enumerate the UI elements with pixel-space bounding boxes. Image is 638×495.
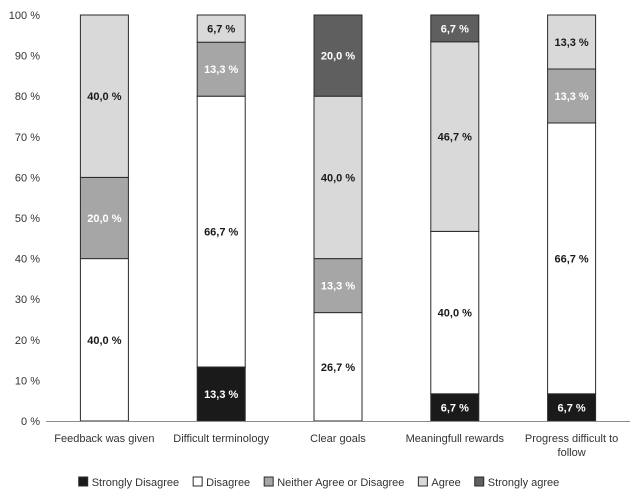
data-label: 6,7 %: [441, 23, 469, 35]
bar-segment: [547, 14, 597, 70]
bar-segment: [547, 393, 597, 422]
y-tick-label: 60 %: [15, 172, 40, 184]
y-tick-label: 10 %: [15, 375, 40, 387]
x-category-label: Meaningfull rewards: [406, 433, 505, 445]
data-label: 46,7 %: [438, 132, 472, 144]
bar-segment: [79, 14, 129, 178]
x-category-label: Difficult terminology: [173, 433, 269, 445]
legend-item: Strongly agree: [474, 476, 560, 489]
bar-segment: [196, 41, 246, 97]
y-axis: 0 % 10 % 20 % 30 % 40 % 50 % 60 % 70 % 80 % 90 % 1…: [9, 10, 40, 428]
bar-segment: [79, 176, 129, 260]
data-label: 20,0 %: [321, 51, 355, 63]
legend-swatch: [263, 476, 274, 487]
data-label: 40,0 %: [87, 335, 121, 347]
legend-label: Disagree: [206, 477, 250, 489]
bar-segment: [313, 14, 363, 97]
legend-label: Strongly agree: [488, 477, 560, 489]
y-tick-label: 80 %: [15, 91, 40, 103]
y-tick-label: 30 %: [15, 294, 40, 306]
data-label: 66,7 %: [554, 253, 588, 265]
data-label: 13,3 %: [554, 91, 588, 103]
data-label: 13,3 %: [204, 64, 238, 76]
bar-segment: [547, 122, 597, 395]
bar-segment: [79, 258, 129, 422]
y-tick-label: 70 %: [15, 132, 40, 144]
x-category-label: Progress difficult to: [525, 433, 618, 445]
bar-segment: [196, 366, 246, 422]
y-tick-label: 90 %: [15, 51, 40, 63]
x-category-label: Clear goals: [310, 433, 366, 445]
bar-segment: [430, 14, 480, 43]
bar-segment: [313, 312, 363, 422]
legend-swatch: [417, 476, 428, 487]
data-label: 13,3 %: [554, 37, 588, 49]
bar-segment: [196, 95, 246, 368]
x-category-label: follow: [558, 447, 586, 459]
data-label: 6,7 %: [558, 402, 586, 414]
x-category-label: Feedback was given: [54, 433, 154, 445]
y-tick-label: 0 %: [21, 416, 40, 428]
data-label: 13,3 %: [204, 389, 238, 401]
data-label: 40,0 %: [87, 91, 121, 103]
bar-segment: [430, 230, 480, 395]
data-label: 20,0 %: [87, 213, 121, 225]
data-label: 66,7 %: [204, 227, 238, 239]
x-axis: Feedback was given Difficult terminology C…: [46, 421, 630, 459]
bar-segment: [547, 68, 597, 124]
bar-segment: [196, 14, 246, 43]
data-label: 40,0 %: [438, 308, 472, 320]
legend: Strongly Disagree Disagree Neither Agree o…: [78, 476, 560, 489]
legend-label: Agree: [431, 477, 460, 489]
legend-item: Agree: [417, 476, 461, 489]
data-label: 26,7 %: [321, 362, 355, 374]
bars: 40,0 % 20,0 % 40,0 % 13,3 % 66,7 % 13,3 % 6,7 …: [79, 14, 597, 422]
bar-segment: [313, 95, 363, 260]
y-tick-label: 20 %: [15, 335, 40, 347]
y-tick-label: 50 %: [15, 213, 40, 225]
data-label: 13,3 %: [321, 281, 355, 293]
legend-item: Neither Agree or Disagree: [263, 476, 404, 489]
legend-label: Neither Agree or Disagree: [277, 477, 404, 489]
legend-item: Strongly Disagree: [78, 476, 179, 489]
bar-segment: [430, 393, 480, 422]
legend-item: Disagree: [192, 476, 250, 489]
bar-segment: [313, 258, 363, 314]
y-tick-label: 40 %: [15, 254, 40, 266]
y-tick-label: 100 %: [9, 10, 40, 22]
legend-swatch: [192, 476, 203, 487]
data-label: 6,7 %: [207, 24, 235, 36]
legend-label: Strongly Disagree: [92, 477, 179, 489]
legend-swatch: [474, 476, 485, 487]
data-label: 6,7 %: [441, 402, 469, 414]
legend-swatch: [78, 476, 89, 487]
data-label: 40,0 %: [321, 172, 355, 184]
